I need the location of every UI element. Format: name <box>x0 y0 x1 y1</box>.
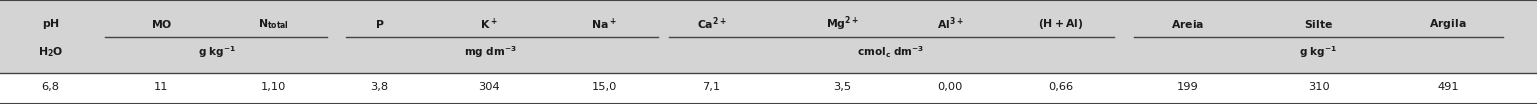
Text: $\mathbf{P}$: $\mathbf{P}$ <box>375 18 384 30</box>
Text: 6,8: 6,8 <box>41 82 60 92</box>
Text: $\mathbf{pH}$: $\mathbf{pH}$ <box>41 17 60 31</box>
Text: 0,66: 0,66 <box>1048 82 1073 92</box>
Text: $\mathbf{Ca^{2+}}$: $\mathbf{Ca^{2+}}$ <box>696 16 727 32</box>
Text: $\mathbf{Al^{3+}}$: $\mathbf{Al^{3+}}$ <box>936 16 964 32</box>
Text: 0,00: 0,00 <box>938 82 962 92</box>
Text: 11: 11 <box>154 82 169 92</box>
Text: $\mathbf{Areia}$: $\mathbf{Areia}$ <box>1171 18 1205 30</box>
Text: 310: 310 <box>1308 82 1330 92</box>
Text: $\mathbf{Argila}$: $\mathbf{Argila}$ <box>1429 17 1466 31</box>
Text: $\mathbf{Na^+}$: $\mathbf{Na^+}$ <box>592 16 616 32</box>
Text: 304: 304 <box>478 82 500 92</box>
Text: $\mathbf{H_2O}$: $\mathbf{H_2O}$ <box>38 45 63 59</box>
Text: 15,0: 15,0 <box>592 82 616 92</box>
Text: $\mathbf{N}_{\mathbf{total}}$: $\mathbf{N}_{\mathbf{total}}$ <box>258 17 289 31</box>
Text: 3,5: 3,5 <box>833 82 851 92</box>
Text: $\mathbf{MO}$: $\mathbf{MO}$ <box>151 18 172 30</box>
Text: 199: 199 <box>1177 82 1199 92</box>
Text: $\mathbf{cmol_c\ dm^{-3}}$: $\mathbf{cmol_c\ dm^{-3}}$ <box>858 44 925 60</box>
Text: $\mathbf{Silte}$: $\mathbf{Silte}$ <box>1303 18 1334 30</box>
Text: $\mathbf{K^+}$: $\mathbf{K^+}$ <box>480 16 498 32</box>
Bar <box>0 0 1537 73</box>
Text: 7,1: 7,1 <box>702 82 721 92</box>
Text: $\mathbf{Mg^{2+}}$: $\mathbf{Mg^{2+}}$ <box>825 15 859 33</box>
Text: 491: 491 <box>1437 82 1459 92</box>
Bar <box>0 73 1537 104</box>
Text: $\mathbf{(H+Al)}$: $\mathbf{(H+Al)}$ <box>1037 17 1084 31</box>
Text: $\mathbf{g\ kg^{-1}}$: $\mathbf{g\ kg^{-1}}$ <box>1299 44 1337 60</box>
Text: $\mathbf{g\ kg^{-1}}$: $\mathbf{g\ kg^{-1}}$ <box>198 44 237 60</box>
Text: 1,10: 1,10 <box>261 82 286 92</box>
Text: 3,8: 3,8 <box>370 82 389 92</box>
Text: $\mathbf{mg\ dm^{-3}}$: $\mathbf{mg\ dm^{-3}}$ <box>464 44 518 60</box>
